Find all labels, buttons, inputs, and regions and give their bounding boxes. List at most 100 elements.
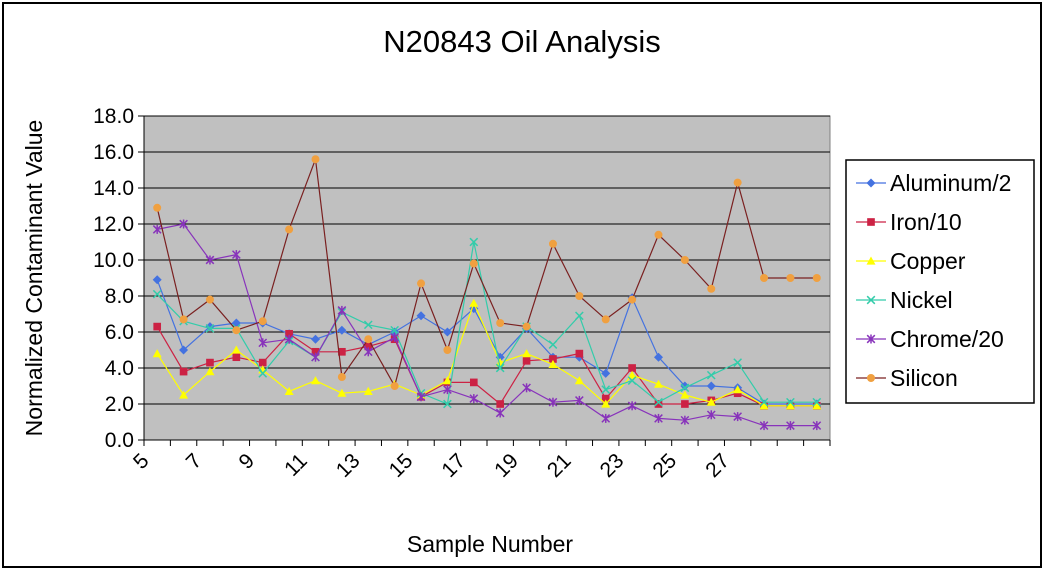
marker-star [574,395,584,405]
marker-star [258,338,268,348]
marker-x [680,383,690,393]
marker-x [363,320,373,330]
y-tick-label: 6.0 [105,321,134,344]
marker-star [786,421,795,431]
marker-star [337,305,347,315]
plot-area [143,115,831,441]
legend-box [845,159,1035,404]
marker-x [548,340,558,349]
marker-square [206,358,214,367]
marker-circle [601,315,610,324]
marker-star [495,408,505,418]
marker-x [812,397,822,407]
marker-circle [867,374,875,382]
marker-triangle [866,256,876,265]
x-tick-label: 17 [437,449,470,482]
marker-triangle [759,401,769,410]
legend: Aluminum/2 Iron/10 Copper Nickel Chrome/20 Si… [845,159,1035,404]
marker-x [786,397,795,407]
y-axis: 0.0 2.0 4.0 6.0 8.0 10.0 12.0 14.0 16.0 18.0 [93,105,145,452]
marker-triangle [231,345,241,354]
marker-diamond [311,334,320,344]
marker-circle [654,230,663,239]
marker-circle [680,256,689,264]
legend-label: Chrome/20 [890,326,1004,352]
marker-circle [760,274,769,282]
marker-x [469,237,479,247]
x-axis-label: Sample Number [407,531,574,557]
marker-triangle [179,390,189,399]
marker-circle [285,225,294,234]
marker-star [390,332,400,342]
marker-x [574,311,584,321]
x-tick-label: 19 [490,449,523,482]
x-tick-label: 13 [332,449,365,482]
marker-circle [786,274,795,282]
x-axis: 5 7 9 11 13 15 17 19 21 23 25 27 [129,439,831,482]
legend-label: Copper [890,248,966,274]
marker-triangle [548,359,558,368]
marker-triangle [706,397,716,406]
marker-star [680,415,690,425]
marker-diamond [337,325,347,335]
marker-square [654,400,663,408]
marker-square [867,218,875,226]
marker-triangle [469,298,479,307]
marker-triangle [680,390,690,399]
marker-star [179,219,188,229]
marker-diamond [416,311,426,321]
marker-triangle [363,386,373,395]
marker-x [759,397,769,407]
marker-square [364,342,373,351]
marker-circle [390,382,399,390]
marker-square [522,356,531,365]
y-tick-label: 12.0 [93,213,134,236]
marker-square [628,364,636,372]
marker-square [549,355,557,363]
marker-star [759,421,769,431]
marker-x [443,399,452,409]
marker-star [416,392,426,402]
series-line [156,241,817,405]
chart-title: N20843 Oil Analysis [383,24,660,59]
marker-square [285,329,293,338]
marker-square [258,358,267,367]
x-tick-label: 11 [280,449,312,481]
series-silicon [153,155,821,390]
x-tick-label: 23 [596,449,629,482]
marker-star [654,413,663,423]
marker-circle [522,322,531,331]
marker-star [443,385,452,395]
legend-label: Silicon [890,365,958,391]
marker-x [706,370,716,380]
marker-triangle [733,385,743,394]
marker-diamond [442,327,452,337]
marker-circle [232,326,241,335]
marker-square [232,353,241,362]
marker-circle [205,295,214,304]
marker-star [627,401,637,411]
marker-circle [443,346,452,354]
marker-triangle [152,349,162,358]
marker-diamond [601,368,611,378]
marker-triangle [311,376,320,385]
y-tick-label: 8.0 [105,285,134,308]
marker-star [284,334,294,344]
marker-triangle [627,370,637,379]
marker-square [496,400,505,408]
marker-circle [548,239,557,248]
marker-x [495,363,505,373]
marker-circle [179,315,188,324]
marker-circle [469,259,478,268]
y-tick-label: 10.0 [93,249,134,272]
marker-diamond [654,352,663,362]
legend-label: Aluminum/2 [890,170,1011,196]
marker-diamond [866,178,876,188]
marker-square [338,347,346,356]
marker-circle [496,319,505,327]
x-tick-label: 9 [235,449,260,474]
marker-square [179,367,188,376]
marker-circle [153,203,162,212]
marker-star [812,421,822,431]
